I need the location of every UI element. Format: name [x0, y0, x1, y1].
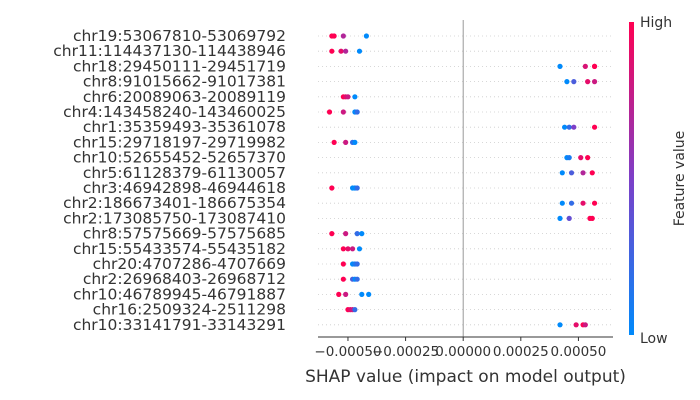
- data-point: [343, 139, 349, 145]
- data-point: [571, 124, 577, 130]
- data-point: [340, 109, 346, 115]
- data-point: [568, 200, 575, 206]
- feature-label: chr2:26968403-26968712: [83, 270, 286, 288]
- data-point: [329, 231, 335, 237]
- feature-label: chr4:143458240-143460025: [63, 103, 286, 121]
- data-point: [580, 200, 586, 206]
- data-point: [566, 155, 572, 161]
- colorbar-low-label: Low: [640, 331, 668, 347]
- data-point: [573, 322, 579, 328]
- data-point: [329, 185, 335, 191]
- data-point: [356, 48, 363, 54]
- data-point: [340, 33, 346, 39]
- data-point: [359, 291, 365, 297]
- feature-label: chr18:29450111-29451719: [73, 57, 286, 75]
- colorbar-title: Feature value: [672, 131, 688, 227]
- feature-label: chr3:46942898-46944618: [83, 179, 286, 197]
- data-point: [349, 246, 356, 252]
- data-point: [582, 322, 588, 328]
- data-point: [345, 246, 351, 252]
- data-point: [559, 170, 565, 176]
- data-point: [331, 33, 337, 39]
- feature-label: chr2:173085750-173087410: [63, 209, 286, 227]
- x-tick-label: −0.00025: [372, 344, 439, 360]
- data-point: [363, 33, 369, 39]
- feature-label: chr16:2509324-2511298: [93, 301, 286, 319]
- data-point: [345, 94, 351, 100]
- row-guides: [318, 35, 613, 326]
- data-point: [343, 291, 349, 297]
- data-point: [352, 94, 358, 100]
- data-point: [566, 215, 572, 221]
- data-point: [354, 231, 360, 237]
- data-point: [557, 322, 563, 328]
- feature-label: chr11:114437130-114438946: [53, 42, 286, 60]
- data-point: [578, 155, 584, 161]
- data-point: [354, 261, 360, 267]
- feature-label: chr1:35359493-35361078: [83, 118, 286, 136]
- feature-label: chr8:57575669-57575685: [83, 225, 286, 243]
- data-point: [354, 185, 360, 191]
- data-point: [343, 231, 349, 237]
- data-point: [352, 139, 358, 145]
- data-point: [591, 200, 598, 206]
- feature-label: chr15:29718197-29719982: [73, 133, 286, 151]
- data-point: [366, 291, 372, 297]
- colorbar-high-label: High: [640, 15, 672, 31]
- feature-label: chr10:33141791-33143291: [73, 316, 286, 334]
- data-point: [336, 291, 342, 297]
- data-point: [557, 215, 563, 221]
- data-point: [564, 79, 570, 85]
- data-point: [585, 79, 591, 85]
- data-point: [591, 124, 598, 130]
- feature-label: chr5:61128379-61130057: [83, 164, 286, 182]
- data-point: [582, 63, 588, 69]
- data-points: [326, 33, 598, 328]
- data-point: [591, 79, 598, 85]
- x-tick-label: 0.00025: [493, 344, 549, 360]
- data-point: [557, 63, 563, 69]
- data-point: [591, 63, 598, 69]
- data-point: [340, 276, 346, 282]
- data-point: [352, 307, 358, 313]
- feature-label: chr2:186673401-186675354: [63, 194, 286, 212]
- feature-label: chr20:4707286-4707669: [93, 255, 286, 273]
- feature-label: chr15:55433574-55435182: [73, 240, 286, 258]
- data-point: [580, 170, 586, 176]
- feature-labels: chr19:53067810-53069792chr11:114437130-1…: [53, 27, 286, 334]
- x-tick-label: −0.00050: [314, 344, 381, 360]
- data-point: [354, 276, 360, 282]
- data-point: [331, 139, 337, 145]
- data-point: [354, 109, 360, 115]
- data-point: [329, 48, 335, 54]
- x-axis-label: SHAP value (impact on model output): [305, 367, 626, 387]
- data-point: [571, 79, 577, 85]
- data-point: [568, 170, 575, 176]
- data-point: [589, 170, 595, 176]
- data-point: [338, 48, 344, 54]
- data-point: [326, 109, 333, 115]
- x-tick-label: 0.00000: [435, 344, 491, 360]
- data-point: [356, 246, 363, 252]
- feature-label: chr19:53067810-53069792: [73, 27, 286, 45]
- feature-label: chr8:91015662-91017381: [83, 73, 286, 91]
- data-point: [340, 261, 346, 267]
- feature-label: chr10:46789945-46791887: [73, 285, 286, 303]
- data-point: [340, 246, 346, 252]
- data-point: [585, 155, 591, 161]
- colorbar: [629, 22, 634, 335]
- x-tick-label: 0.00050: [551, 344, 607, 360]
- data-point: [562, 124, 568, 130]
- data-point: [566, 124, 572, 130]
- feature-label: chr10:52655452-52657370: [73, 149, 286, 167]
- data-point: [589, 215, 595, 221]
- data-point: [559, 200, 565, 206]
- data-point: [343, 48, 349, 54]
- feature-label: chr6:20089063-20089119: [83, 88, 286, 106]
- data-point: [359, 231, 365, 237]
